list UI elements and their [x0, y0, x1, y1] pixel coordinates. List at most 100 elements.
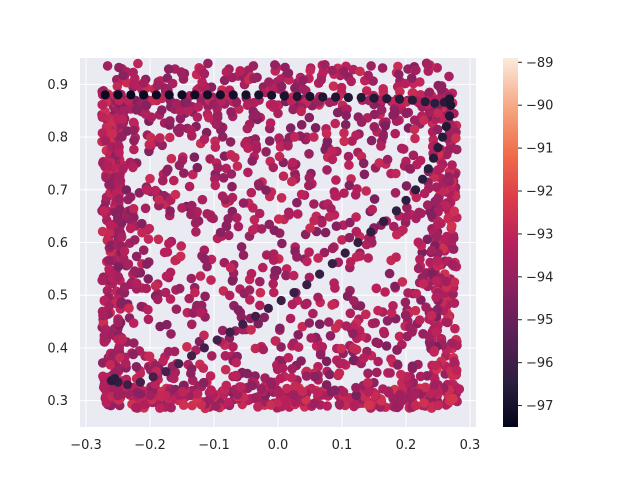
data-point [407, 88, 418, 98]
data-point [174, 160, 185, 171]
data-point [339, 136, 350, 147]
data-point [276, 295, 286, 306]
data-point [437, 132, 448, 142]
colorbar-tick-label: −96 [526, 356, 553, 371]
x-tick-label: 0.1 [332, 438, 353, 453]
data-point [351, 212, 361, 222]
data-point [361, 86, 372, 96]
data-point [119, 106, 129, 117]
data-point [226, 107, 236, 117]
data-point [276, 193, 287, 203]
data-point [219, 75, 230, 86]
data-point [423, 164, 433, 174]
data-point [172, 125, 183, 135]
data-point [129, 266, 140, 276]
colorbar-tick-label: −95 [526, 313, 553, 328]
data-point [448, 393, 458, 404]
data-point [400, 78, 411, 89]
data-point [253, 318, 263, 329]
data-point [308, 308, 318, 319]
data-point [254, 276, 265, 287]
data-point [329, 385, 340, 396]
data-point [175, 113, 186, 124]
data-point [373, 356, 383, 367]
data-point [226, 169, 237, 179]
data-point [251, 110, 261, 120]
data-point [366, 227, 376, 237]
data-point [426, 310, 437, 321]
data-point [155, 321, 165, 332]
data-point [97, 358, 108, 368]
data-point [268, 99, 279, 110]
data-point [401, 212, 412, 222]
data-point [233, 221, 244, 232]
data-point [369, 109, 380, 120]
data-point [97, 226, 108, 237]
data-point [247, 156, 257, 166]
data-point [296, 106, 307, 117]
data-point [344, 160, 354, 170]
data-point [330, 118, 341, 129]
data-point [270, 336, 281, 346]
data-point [288, 390, 299, 400]
data-point [337, 235, 347, 245]
data-point [404, 163, 415, 174]
data-point [227, 181, 237, 192]
data-point [284, 210, 294, 220]
data-point [349, 296, 359, 306]
data-point [431, 292, 441, 303]
data-point [256, 224, 267, 234]
data-point [139, 90, 149, 100]
data-point [202, 261, 212, 272]
data-point [247, 380, 258, 391]
data-point [254, 208, 265, 219]
data-point [198, 363, 209, 374]
data-point [336, 82, 347, 93]
data-point [139, 399, 150, 410]
data-point [113, 140, 123, 150]
data-point [317, 342, 328, 352]
data-point [407, 95, 417, 105]
data-point [382, 94, 392, 104]
data-point [174, 359, 184, 369]
data-point [215, 227, 226, 238]
data-point [166, 402, 176, 413]
background-cloud [97, 58, 465, 414]
data-point [142, 259, 152, 269]
data-point [192, 389, 203, 399]
data-point [395, 94, 405, 104]
data-point [124, 303, 134, 314]
data-point [355, 66, 365, 77]
data-point [254, 90, 264, 100]
data-point [189, 152, 200, 162]
data-point [327, 243, 338, 254]
data-point [309, 371, 320, 382]
data-point [359, 169, 370, 180]
data-point [352, 184, 362, 194]
y-tick-label: 0.4 [47, 341, 68, 356]
data-point [416, 208, 426, 219]
data-point [268, 162, 279, 173]
data-point [279, 91, 289, 101]
data-point [328, 81, 339, 91]
data-point [114, 62, 124, 73]
data-point [409, 124, 420, 135]
data-point [315, 349, 326, 360]
data-point [188, 169, 198, 180]
data-point [321, 380, 332, 390]
data-point [389, 221, 399, 232]
data-point [138, 245, 149, 255]
data-point [395, 389, 405, 400]
data-point [330, 283, 340, 293]
data-point [449, 206, 460, 216]
data-point [116, 232, 127, 242]
data-point [285, 313, 296, 324]
y-tick-label: 0.8 [47, 131, 68, 146]
data-point [391, 206, 401, 216]
y-tick-label: 0.9 [47, 78, 68, 93]
data-point [115, 353, 125, 363]
data-point [428, 153, 439, 163]
data-point [318, 92, 328, 102]
data-point [146, 132, 156, 143]
data-point [409, 390, 420, 401]
